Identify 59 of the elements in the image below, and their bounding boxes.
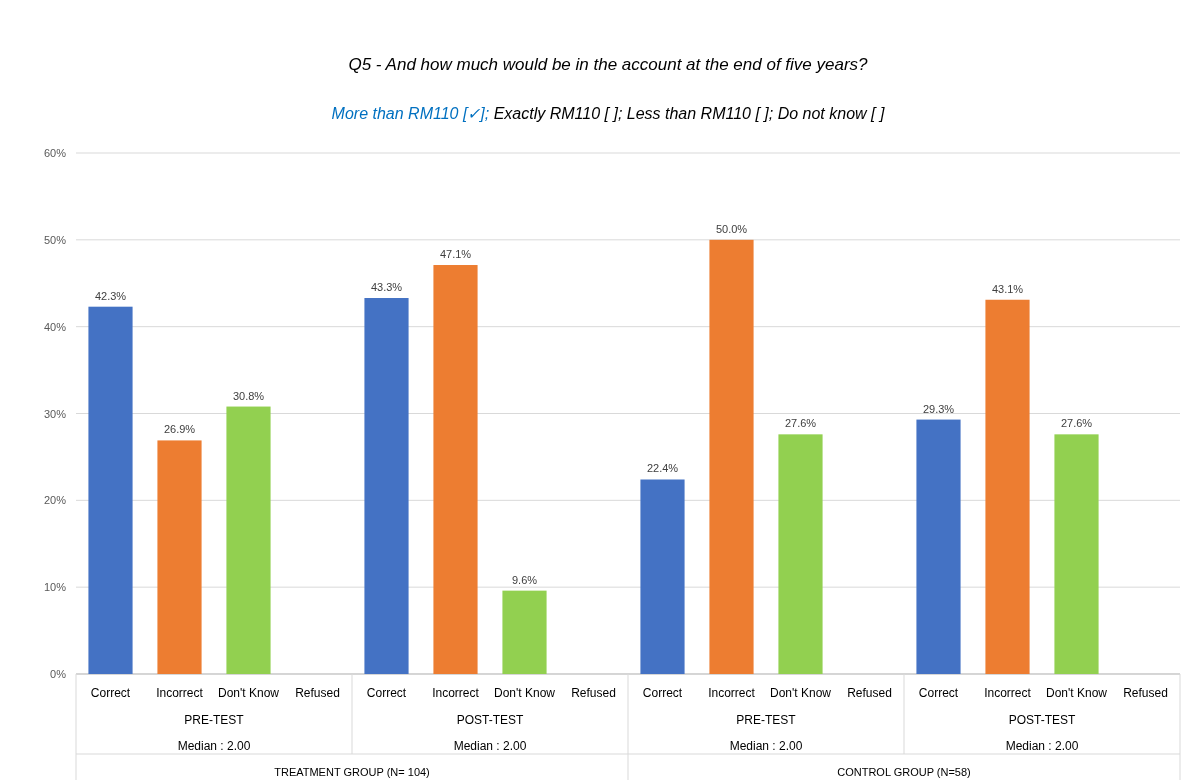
data-label: 43.1% — [991, 282, 1024, 295]
x-tick-label: Correct — [642, 686, 683, 700]
y-tick-label: 20% — [43, 494, 67, 507]
bar — [364, 298, 409, 674]
x-tick-label: Don't Know — [770, 686, 832, 700]
data-label: 26.9% — [163, 423, 196, 436]
text: Median : 2.00 — [177, 739, 251, 753]
bar — [985, 299, 1030, 674]
y-tick-label: 50% — [43, 233, 67, 246]
bar — [88, 306, 133, 674]
data-label: 30.8% — [232, 389, 265, 402]
text: PRE-TEST — [736, 713, 797, 727]
bar — [640, 479, 685, 674]
data-label: 50.0% — [715, 222, 748, 235]
x-tick-label: Don't Know — [494, 686, 556, 700]
x-tick-label: Don't Know — [1046, 686, 1108, 700]
bar — [709, 239, 754, 674]
bar — [916, 419, 961, 674]
data-label: 42.3% — [94, 289, 127, 302]
y-tick-label: 30% — [43, 407, 67, 420]
data-label: 47.1% — [439, 248, 472, 261]
bar — [502, 590, 547, 674]
x-tick-label: Incorrect — [984, 686, 1032, 700]
bar — [433, 265, 478, 674]
bar — [1054, 434, 1099, 674]
data-label: 43.3% — [370, 281, 403, 294]
data-label: 29.3% — [922, 402, 955, 415]
text: Median : 2.00 — [1005, 739, 1079, 753]
text: POST-TEST — [456, 713, 524, 727]
chart-title: Q5 - And how much would be in the account at the end of five years? — [348, 55, 869, 74]
text: Median : 2.00 — [729, 739, 803, 753]
x-tick-label: Refused — [1123, 686, 1168, 700]
x-tick-label: Incorrect — [156, 686, 204, 700]
bar — [226, 406, 271, 674]
text: Median : 2.00 — [453, 739, 527, 753]
y-tick-label: 0% — [50, 668, 67, 680]
x-tick-label: Correct — [918, 686, 959, 700]
x-tick-label: Incorrect — [708, 686, 756, 700]
x-tick-label: Refused — [847, 686, 892, 700]
text: CONTROL GROUP (N=58) — [837, 766, 971, 778]
y-tick-label: 60% — [43, 147, 67, 159]
text: PRE-TEST — [184, 713, 245, 727]
x-tick-label: Refused — [295, 686, 340, 700]
x-tick-label: Incorrect — [432, 686, 480, 700]
x-tick-label: Refused — [571, 686, 616, 700]
y-tick-label: 10% — [43, 581, 67, 594]
data-label: 27.6% — [1060, 417, 1093, 430]
y-tick-label: 40% — [43, 320, 67, 333]
data-label: 27.6% — [784, 417, 817, 430]
text: POST-TEST — [1008, 713, 1076, 727]
bar — [157, 440, 202, 674]
x-tick-label: Correct — [90, 686, 131, 700]
x-tick-label: Don't Know — [218, 686, 280, 700]
text: TREATMENT GROUP (N= 104) — [274, 766, 430, 778]
bar — [778, 434, 823, 674]
chart-subtitle: More than RM110 [✓]; Exactly RM110 [ ]; Less than RM110 [ ]; Do not know [ ] — [331, 105, 885, 122]
data-label: 22.4% — [646, 462, 679, 475]
data-label: 9.6% — [511, 573, 538, 586]
x-tick-label: Correct — [366, 686, 407, 700]
